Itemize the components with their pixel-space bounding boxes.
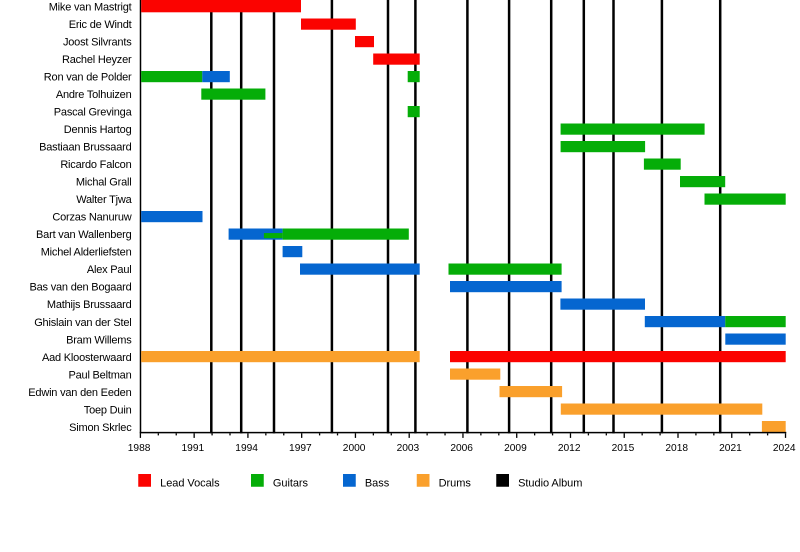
svg-text:Dennis Hartog: Dennis Hartog	[64, 124, 132, 136]
svg-text:2009: 2009	[504, 443, 527, 454]
svg-text:1988: 1988	[128, 443, 151, 454]
svg-text:1994: 1994	[235, 443, 258, 454]
svg-text:Bass: Bass	[365, 477, 390, 489]
svg-text:2018: 2018	[665, 443, 688, 454]
svg-text:Toep Duin: Toep Duin	[84, 404, 132, 416]
svg-text:Ghislain van der Stel: Ghislain van der Stel	[34, 317, 131, 329]
svg-text:Rachel Heyzer: Rachel Heyzer	[62, 54, 132, 66]
svg-text:Michel Alderliefsten: Michel Alderliefsten	[41, 247, 132, 259]
svg-text:2000: 2000	[343, 443, 366, 454]
svg-text:Paul Beltman: Paul Beltman	[68, 369, 131, 381]
svg-text:Guitars: Guitars	[273, 477, 309, 489]
svg-text:2006: 2006	[450, 443, 473, 454]
svg-text:Lead Vocals: Lead Vocals	[160, 477, 220, 489]
svg-text:Bram Willems: Bram Willems	[66, 334, 132, 346]
svg-text:Edwin van den Eeden: Edwin van den Eeden	[28, 387, 131, 399]
svg-text:2015: 2015	[612, 443, 635, 454]
svg-text:1991: 1991	[182, 443, 205, 454]
svg-text:Mathijs Brussaard: Mathijs Brussaard	[47, 299, 132, 311]
svg-text:2024: 2024	[773, 443, 796, 454]
svg-text:Walter Tjwa: Walter Tjwa	[76, 194, 132, 206]
svg-text:Alex Paul: Alex Paul	[87, 264, 132, 276]
svg-text:Ricardo Falcon: Ricardo Falcon	[60, 159, 131, 171]
svg-text:Aad Kloosterwaard: Aad Kloosterwaard	[42, 352, 132, 364]
svg-text:2021: 2021	[719, 443, 742, 454]
svg-text:Mike van Mastrigt: Mike van Mastrigt	[49, 1, 132, 13]
svg-text:Bart van Wallenberg: Bart van Wallenberg	[36, 229, 132, 241]
svg-text:Eric de Windt: Eric de Windt	[69, 19, 132, 31]
svg-text:Ron van de Polder: Ron van de Polder	[44, 71, 132, 83]
svg-text:Bas van den Bogaard: Bas van den Bogaard	[30, 282, 132, 294]
svg-text:Joost Silvrants: Joost Silvrants	[63, 36, 132, 48]
svg-text:Andre Tolhuizen: Andre Tolhuizen	[56, 89, 132, 101]
svg-text:2003: 2003	[397, 443, 420, 454]
svg-text:Michal Grall: Michal Grall	[76, 177, 132, 189]
svg-text:Drums: Drums	[439, 477, 472, 489]
svg-text:Corzas Nanuruw: Corzas Nanuruw	[52, 212, 131, 224]
svg-text:Simon Skrlec: Simon Skrlec	[69, 422, 132, 434]
svg-text:Studio Album: Studio Album	[518, 477, 582, 489]
svg-text:1997: 1997	[289, 443, 312, 454]
svg-text:2012: 2012	[558, 443, 581, 454]
svg-text:Pascal Grevinga: Pascal Grevinga	[54, 107, 133, 119]
svg-text:Bastiaan Brussaard: Bastiaan Brussaard	[39, 142, 131, 154]
